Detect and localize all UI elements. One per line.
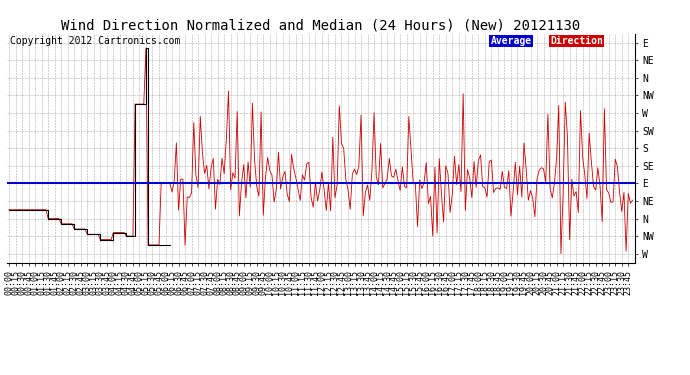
Text: Average: Average xyxy=(491,36,531,46)
Text: Copyright 2012 Cartronics.com: Copyright 2012 Cartronics.com xyxy=(10,36,180,46)
Title: Wind Direction Normalized and Median (24 Hours) (New) 20121130: Wind Direction Normalized and Median (24… xyxy=(61,19,580,33)
Text: Direction: Direction xyxy=(550,36,603,46)
